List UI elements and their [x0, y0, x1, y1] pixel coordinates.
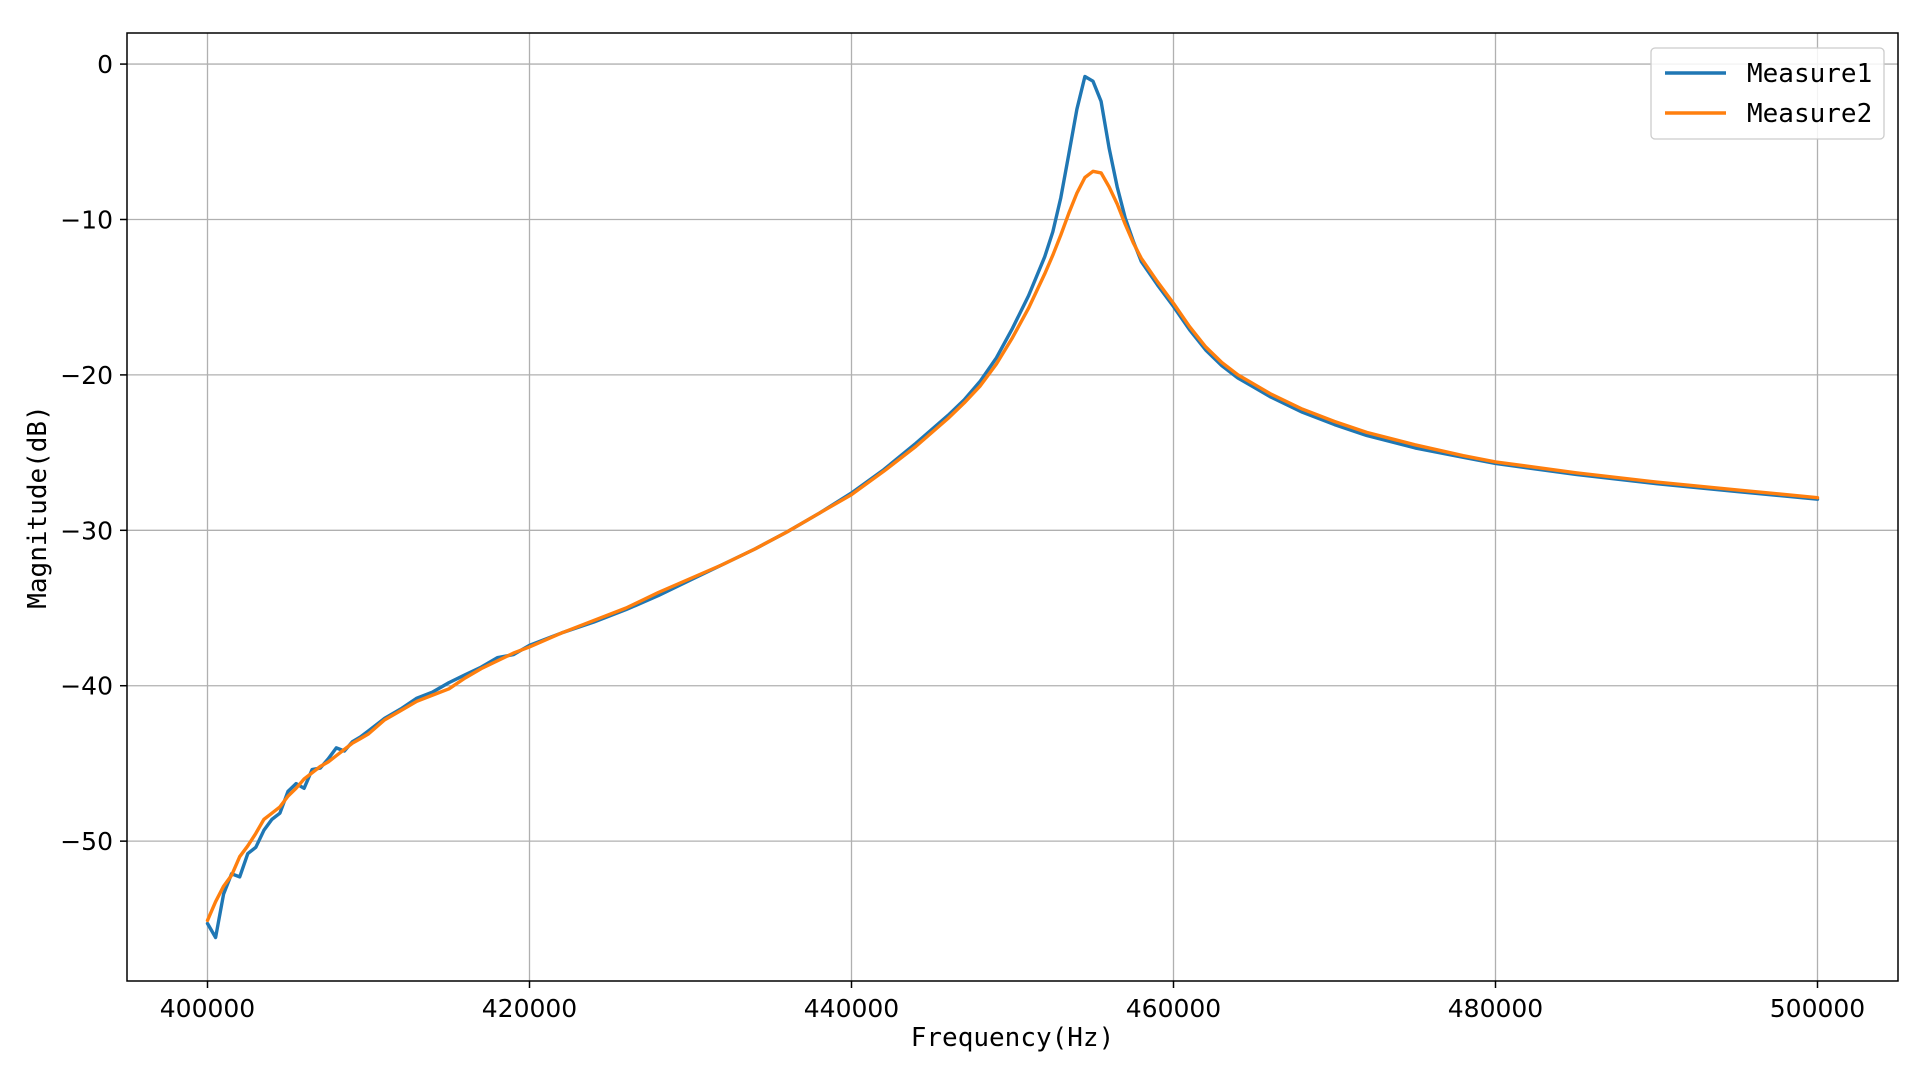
x-tick-label: 420000: [482, 994, 577, 1023]
y-tick-label: −20: [60, 361, 113, 390]
x-tick-label: 500000: [1770, 994, 1865, 1023]
y-tick-label: −10: [60, 205, 113, 234]
grid-lines: [127, 33, 1898, 981]
plot-area-frame: [126, 32, 1899, 982]
series-lines: [205, 74, 1820, 940]
x-tick-label: 480000: [1448, 994, 1543, 1023]
y-tick-label: 0: [97, 50, 113, 79]
y-tick-label: −50: [60, 827, 113, 856]
y-tick-label: −40: [60, 672, 113, 701]
legend: Measure1 Measure2: [1650, 47, 1885, 140]
x-axis-label: Frequency(Hz): [911, 1023, 1115, 1053]
x-tick-label: 440000: [804, 994, 899, 1023]
x-tick-label: 400000: [160, 994, 255, 1023]
legend-label-measure1: Measure1: [1747, 59, 1872, 89]
x-tick-label: 460000: [1126, 994, 1221, 1023]
series-line-measure1: [205, 74, 1820, 940]
series-line-measure2: [205, 169, 1820, 923]
legend-label-measure2: Measure2: [1747, 99, 1872, 129]
axis-ticks: 400000 420000 440000 460000 480000 500000 0 −10…: [60, 50, 1865, 1023]
y-tick-label: −30: [60, 516, 113, 545]
legend-box: [1650, 47, 1885, 140]
y-axis-label: Magnitude(dB): [23, 405, 53, 609]
